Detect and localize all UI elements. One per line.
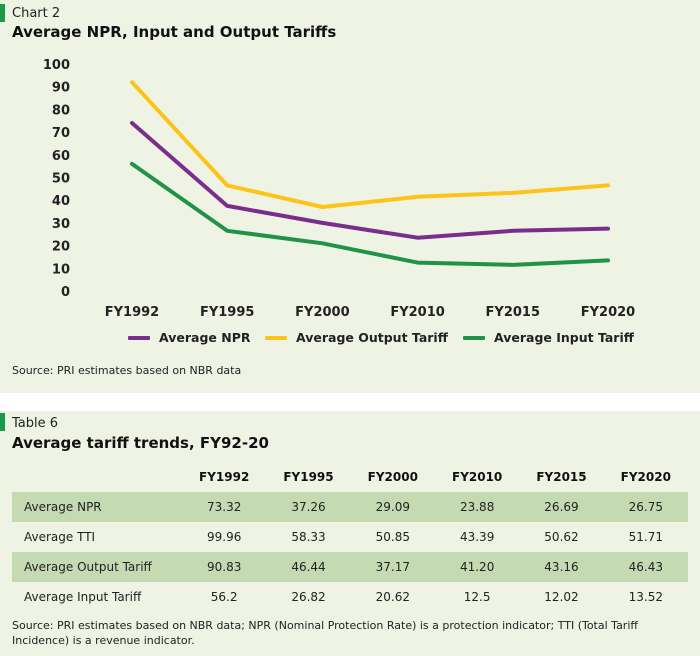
table-cell: 26.75 <box>603 492 688 522</box>
table-header-fy2020: FY2020 <box>620 470 671 484</box>
y-tick-label: 70 <box>52 126 70 141</box>
table-header-fy2010: FY2010 <box>452 470 503 484</box>
table-row-npr: Average NPR 73.32 37.26 29.09 23.88 26.6… <box>12 492 688 522</box>
y-tick-label: 30 <box>52 217 70 232</box>
table-cell: 43.16 <box>519 552 604 582</box>
table-tag-bar <box>0 413 5 431</box>
table-header-fy1992: FY1992 <box>199 470 250 484</box>
chart-panel: Chart 2 Average NPR, Input and Output Ta… <box>0 0 700 393</box>
table-header-row: FY1992 FY1995 FY2000 FY2010 FY2015 FY202… <box>12 462 688 492</box>
y-tick-label: 100 <box>43 58 70 73</box>
table-cell: 46.44 <box>266 552 351 582</box>
table-header-fy2000: FY2000 <box>367 470 418 484</box>
table-cell: 26.69 <box>519 492 604 522</box>
table-row-input-tariff: Average Input Tariff 56.2 26.82 20.62 12… <box>12 582 688 612</box>
legend-swatch-npr <box>128 335 150 340</box>
table-cell: 12.5 <box>463 590 491 604</box>
legend-swatch-input <box>463 335 485 340</box>
legend-swatch-output <box>265 335 287 340</box>
chart-source: Source: PRI estimates based on NBR data <box>12 364 242 377</box>
x-tick-label: FY2000 <box>295 305 349 320</box>
table-source: Source: PRI estimates based on NBR data;… <box>12 618 638 648</box>
y-tick-label: 80 <box>52 103 70 118</box>
x-tick-label: FY2010 <box>390 305 444 320</box>
row-label: Average NPR <box>12 492 182 522</box>
legend-label-input: Average Input Tariff <box>494 330 634 345</box>
y-tick-label: 20 <box>52 240 70 255</box>
row-label: Average TTI <box>24 530 96 544</box>
y-tick-label: 40 <box>52 194 70 209</box>
table-cell: 41.20 <box>434 552 520 582</box>
series-lines <box>130 80 610 267</box>
table-cell: 37.26 <box>266 492 351 522</box>
x-tick-label: FY1995 <box>200 305 254 320</box>
table-source-line-2: Incidence) is a revenue indicator. <box>12 634 195 647</box>
series-line-2 <box>130 161 610 267</box>
chart-tag-bar <box>0 4 5 22</box>
y-tick-label: 60 <box>52 149 70 164</box>
table-cell: 13.52 <box>628 590 663 604</box>
row-label: Average Output Tariff <box>12 552 182 582</box>
table-header-fy1995: FY1995 <box>283 470 334 484</box>
chart-title: Average NPR, Input and Output Tariffs <box>12 23 337 41</box>
table-panel: Table 6 Average tariff trends, FY92-20 S… <box>0 411 700 656</box>
table-row-output-tariff: Average Output Tariff 90.83 46.44 37.17 … <box>12 552 688 582</box>
table-cell: 58.33 <box>291 530 326 544</box>
table-header-fy2015: FY2015 <box>536 470 587 484</box>
y-tick-label: 90 <box>52 81 70 96</box>
table-cell: 73.32 <box>182 492 267 522</box>
y-axis-ticks: 0 10 20 30 40 50 60 70 80 90 100 <box>43 58 70 300</box>
legend-item-input: Average Input Tariff <box>463 330 634 345</box>
series-line-1 <box>130 80 610 209</box>
legend-label-npr: Average NPR <box>159 330 251 345</box>
table-cell: 20.62 <box>375 590 410 604</box>
y-tick-label: 10 <box>52 262 70 277</box>
x-tick-label: FY2020 <box>581 305 635 320</box>
line-chart: 0 10 20 30 40 50 60 70 80 90 100 FY1992 FY1995 FY200… <box>43 58 635 320</box>
table-row-tti: Average TTI 99.96 58.33 50.85 43.39 50.6… <box>12 522 688 552</box>
table-header-blank <box>12 462 182 492</box>
x-tick-label: FY1992 <box>105 305 159 320</box>
table-cell: 26.82 <box>291 590 326 604</box>
table-cell: 51.71 <box>628 530 663 544</box>
tariff-table: FY1992 FY1995 FY2000 FY2010 FY2015 FY202… <box>12 462 688 612</box>
table-cell: 56.2 <box>210 590 238 604</box>
table-source-line-1: Source: PRI estimates based on NBR data;… <box>12 619 638 632</box>
chart-legend: Average NPR Average Output Tariff Averag… <box>0 330 700 350</box>
series-line-0 <box>130 121 610 240</box>
table-cell: 29.09 <box>350 492 435 522</box>
y-tick-label: 50 <box>52 172 70 187</box>
table-cell: 90.83 <box>182 552 267 582</box>
chart-label: Chart 2 <box>12 6 61 21</box>
table-cell: 43.39 <box>459 530 495 544</box>
table-cell: 37.17 <box>350 552 435 582</box>
table-title: Average tariff trends, FY92-20 <box>12 434 269 452</box>
y-tick-label: 0 <box>61 285 70 300</box>
table-cell: 50.85 <box>375 530 410 544</box>
legend-item-npr: Average NPR <box>128 330 250 345</box>
x-axis-ticks: FY1992 FY1995 FY2000 FY2010 FY2015 FY2020 <box>105 305 635 320</box>
x-tick-label: FY2015 <box>486 305 540 320</box>
row-label: Average Input Tariff <box>24 590 142 604</box>
table-cell: 12.02 <box>544 590 579 604</box>
table-cell: 23.88 <box>434 492 520 522</box>
table-cell: 46.43 <box>603 552 688 582</box>
legend-item-output: Average Output Tariff <box>265 330 448 345</box>
legend-label-output: Average Output Tariff <box>296 330 448 345</box>
table-cell: 50.62 <box>544 530 579 544</box>
table-label: Table 6 <box>12 416 59 431</box>
table-cell: 99.96 <box>206 530 242 544</box>
